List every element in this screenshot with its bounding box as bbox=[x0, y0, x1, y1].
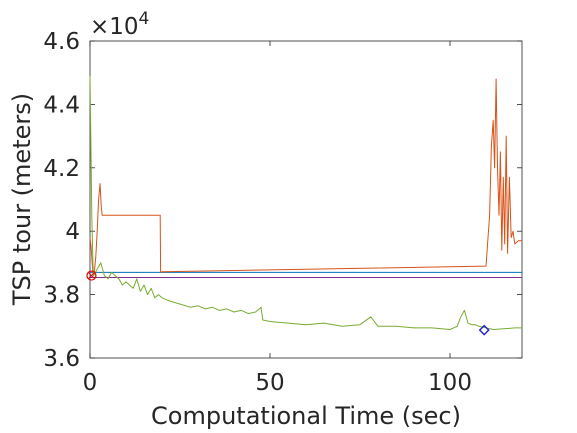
series-line-3 bbox=[89, 78, 522, 277]
y-exponent-label: ×104 bbox=[90, 9, 149, 40]
x-tick-label: 100 bbox=[428, 370, 472, 396]
y-tick-label: 4.2 bbox=[43, 156, 80, 182]
x-tick-label: 50 bbox=[255, 370, 284, 396]
x-axis-label: Computational Time (sec) bbox=[151, 402, 461, 430]
series-markers bbox=[86, 270, 490, 336]
series-lines bbox=[89, 75, 522, 330]
y-tick-label: 3.8 bbox=[43, 283, 80, 309]
axis-ticks: 0 50 100 3.6 3.8 4 4.2 4.4 4.6 bbox=[43, 29, 522, 396]
y-tick-label: 4.4 bbox=[43, 92, 80, 118]
y-tick-label: 3.6 bbox=[43, 346, 80, 372]
x-tick-label: 0 bbox=[83, 370, 98, 396]
diamond-marker bbox=[478, 324, 490, 336]
circle-marker bbox=[86, 270, 97, 281]
y-tick-label: 4 bbox=[65, 219, 80, 245]
circle-marker-cross bbox=[87, 271, 96, 280]
series-line-4 bbox=[89, 75, 522, 330]
y-tick-label: 4.6 bbox=[43, 29, 80, 55]
y-axis-label: TSP tour (meters) bbox=[8, 93, 36, 306]
plot-area bbox=[89, 40, 523, 359]
